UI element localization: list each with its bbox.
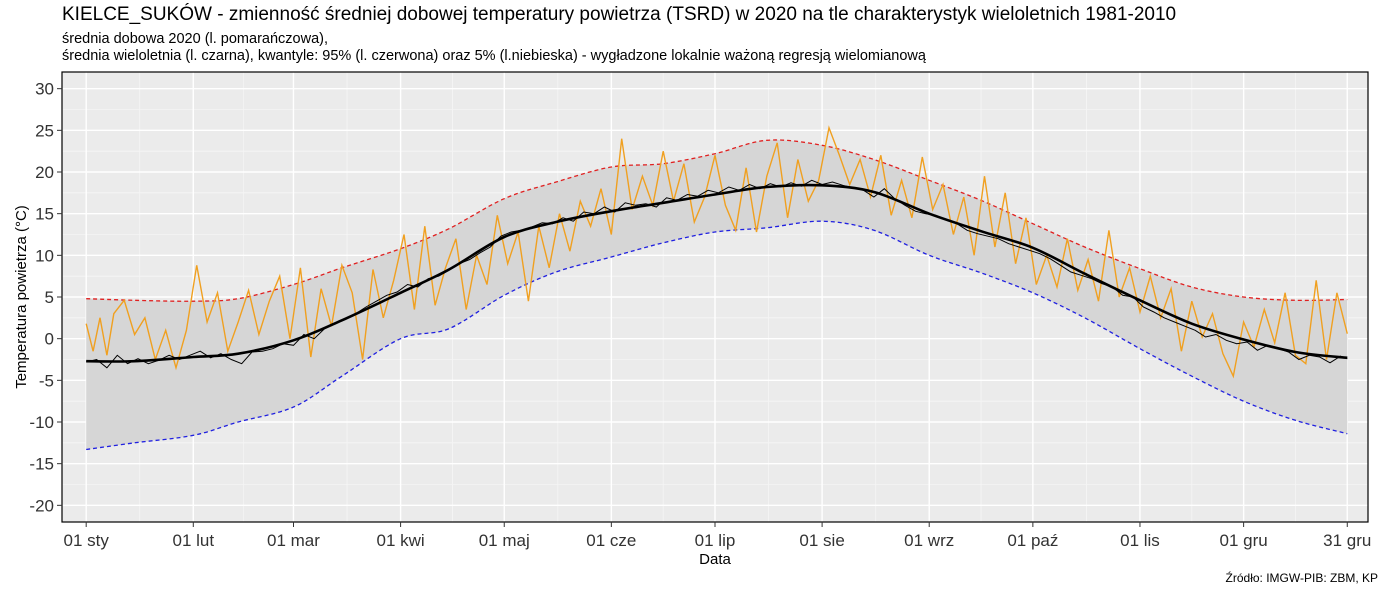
y-tick-label: 5 [45, 288, 54, 307]
y-tick-label: -10 [29, 413, 54, 432]
x-tick-label: 01 gru [1220, 531, 1268, 550]
x-tick-label: 01 mar [267, 531, 320, 550]
y-tick-label: 25 [35, 121, 54, 140]
x-tick-label: 01 lis [1120, 531, 1160, 550]
chart-subtitle-line-2: średnia wieloletnia (l. czarna), kwantyl… [62, 48, 926, 64]
quantile-band [86, 139, 1348, 450]
x-tick-label: 01 paź [1007, 531, 1058, 550]
x-tick-label: 01 lip [695, 531, 736, 550]
x-tick-label: 01 wrz [904, 531, 954, 550]
mean-smoothed-line [86, 183, 1348, 363]
y-axis: -20 -15 -10 -5 0 5 10 15 20 25 30 [29, 80, 62, 515]
x-tick-label: 01 kwi [376, 531, 424, 550]
chart-title: KIELCE_SUKÓW - zmienność średniej dobowe… [62, 4, 1177, 25]
source-caption: Źródło: IMGW-PIB: ZBM, KP [1225, 571, 1378, 585]
x-axis: 01 sty 01 lut 01 mar 01 kwi 01 maj 01 cze 01 l… [64, 522, 1371, 550]
x-tick-label: 01 cze [586, 531, 636, 550]
x-tick-label: 01 sie [799, 531, 844, 550]
x-tick-label: 31 gru [1323, 531, 1371, 550]
x-tick-label: 01 maj [479, 531, 530, 550]
y-tick-label: 15 [35, 205, 54, 224]
y-tick-label: 30 [35, 80, 54, 99]
chart-subtitle-line-1: średnia dobowa 2020 (l. pomarańczowa), [62, 31, 328, 47]
x-axis-title: Data [699, 551, 731, 568]
y-tick-label: -15 [29, 455, 54, 474]
y-tick-label: 10 [35, 246, 54, 265]
x-tick-label: 01 lut [172, 531, 214, 550]
y-tick-label: -5 [39, 371, 54, 390]
y-axis-title: Temperatura powietrza (°C) [13, 205, 30, 389]
y-tick-label: 0 [45, 330, 54, 349]
y-tick-label: -20 [29, 496, 54, 515]
quantile-05-line [86, 220, 1348, 451]
daily-2020-line [85, 125, 1348, 379]
y-tick-label: 20 [35, 163, 54, 182]
x-tick-label: 01 sty [64, 531, 110, 550]
quantile-95-line [86, 139, 1348, 302]
major-gridlines [62, 72, 1368, 522]
